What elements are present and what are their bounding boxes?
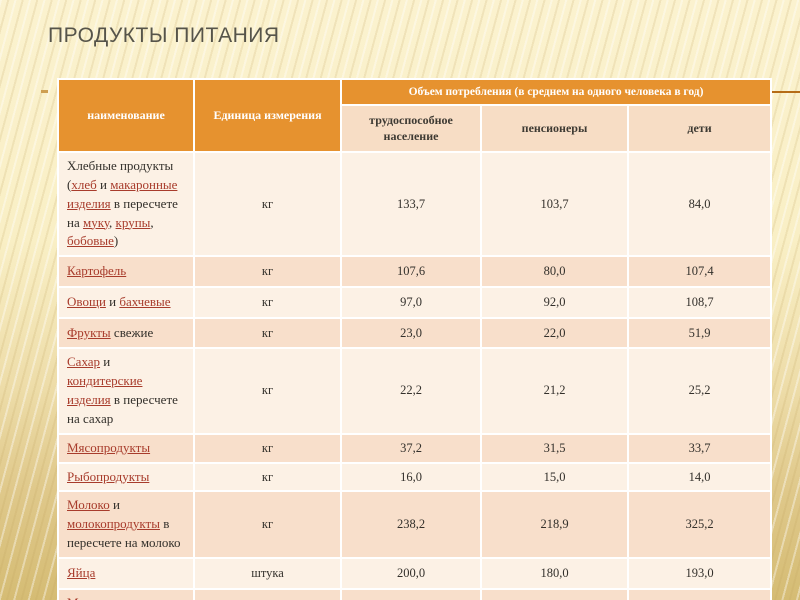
unit-cell: кг [193,490,342,559]
value-cell: 107,4 [626,255,773,289]
title-rule-left-segment [41,90,48,93]
column-subheader-pensioners: пенсионеры [480,104,629,153]
value-cell: 193,0 [626,556,773,590]
slide-title: ПРОДУКТЫ ПИТАНИЯ [48,24,280,47]
value-cell: 218,9 [480,490,629,559]
value-cell: 84,0 [626,150,773,258]
value-cell: 200,0 [340,556,482,590]
food-consumption-table: наименование Единица измерения Объем пот… [57,78,773,600]
column-subheader-children: дети [626,104,773,153]
value-cell: 15,0 [480,461,629,493]
value-cell: 133,7 [340,150,482,258]
product-name-cell: Фрукты свежие [57,317,195,350]
product-name-cell: Яйца [57,556,195,590]
value-cell: 103,7 [480,150,629,258]
product-name-cell: Мясопродукты [57,432,195,464]
table-row: Масло растительное, маргарин и другие жи… [57,587,773,600]
value-cell: 92,0 [480,286,629,320]
product-link[interactable]: муку [82,214,110,230]
table-row: Молоко и молокопродукты в пересчете на м… [57,490,773,559]
product-link[interactable]: бобовые [67,233,114,249]
product-link[interactable]: Яйца [67,565,96,581]
value-cell: 10,0 [626,587,773,600]
value-cell: 16,0 [340,461,482,493]
product-link[interactable]: Овощи [67,294,106,310]
value-cell: 22,0 [480,317,629,350]
value-cell: 37,2 [340,432,482,464]
value-cell: 180,0 [480,556,629,590]
value-cell: 25,2 [626,347,773,435]
product-name-cell: Рыбопродукты [57,461,195,493]
title-rule-right-segment [771,91,800,93]
product-link[interactable]: бахчевые [119,294,171,310]
product-link[interactable]: Масло растительное [67,595,180,600]
column-subheader-working-population: трудоспособное население [340,104,482,153]
product-name-cell: Хлебные продукты (хлеб и макаронные изде… [57,150,195,258]
unit-cell: кг [193,461,342,493]
value-cell: 14,0 [626,461,773,493]
value-cell: 238,2 [340,490,482,559]
unit-cell: кг [193,255,342,289]
value-cell: 107,6 [340,255,482,289]
product-link[interactable]: Картофель [67,263,127,279]
table-row: Рыбопродукты кг 16,0 15,0 14,0 [57,461,773,493]
value-cell: 31,5 [480,432,629,464]
unit-cell: кг [193,432,342,464]
product-link[interactable]: хлеб [71,176,97,192]
product-link[interactable]: Молоко [67,497,110,513]
table-row: Хлебные продукты (хлеб и макаронные изде… [57,150,773,258]
table-row: Мясопродукты кг 37,2 31,5 33,7 [57,432,773,464]
product-link[interactable]: молокопродукты [67,516,160,532]
table-row: Фрукты свежие кг 23,0 22,0 51,9 [57,317,773,350]
unit-cell: штука [193,556,342,590]
unit-cell: кг [193,347,342,435]
product-name-cell: Сахар и кондитерские изделия в пересчете… [57,347,195,435]
value-cell: 22,2 [340,347,482,435]
product-link[interactable]: крупы [115,214,151,230]
product-link[interactable]: Рыбопродукты [67,468,150,484]
column-header-unit: Единица измерения [193,78,342,153]
product-link[interactable]: Сахар [67,354,101,370]
subheader-row: трудоспособное население пенсионеры дети [58,104,773,153]
value-cell: 33,7 [626,432,773,464]
value-cell: 51,9 [626,317,773,350]
unit-cell: кг [193,317,342,350]
product-name-cell: Овощи и бахчевые [57,286,195,320]
value-cell: 325,2 [626,490,773,559]
product-link[interactable]: Мясопродукты [67,439,151,455]
value-cell: 23,0 [340,317,482,350]
table-row: Картофель кг 107,6 80,0 107,4 [57,255,773,289]
column-header-name: наименование [57,78,195,153]
product-link[interactable]: кондитерские изделия [67,373,143,407]
table-row: Яйца штука 200,0 180,0 193,0 [57,556,773,590]
column-header-consumption-group: Объем потребления (в среднем на одного ч… [339,78,773,106]
value-cell: 108,7 [626,286,773,320]
product-link[interactable]: Фрукты [67,324,111,340]
value-cell: 21,2 [480,347,629,435]
value-cell: 13,8 [340,587,482,600]
product-link[interactable]: макаронные изделия [67,176,178,211]
value-cell: 80,0 [480,255,629,289]
product-name-cell: Масло растительное, маргарин и другие жи… [57,587,195,600]
product-name-cell: Молоко и молокопродукты в пересчете на м… [57,490,195,559]
unit-cell: кг [193,150,342,258]
value-cell: 11,0 [480,587,629,600]
unit-cell: кг [193,286,342,320]
table-row: Сахар и кондитерские изделия в пересчете… [57,347,773,435]
value-cell: 97,0 [340,286,482,320]
product-name-cell: Картофель [57,255,195,289]
table-row: Овощи и бахчевые кг 97,0 92,0 108,7 [57,286,773,320]
unit-cell: кг [193,587,342,600]
